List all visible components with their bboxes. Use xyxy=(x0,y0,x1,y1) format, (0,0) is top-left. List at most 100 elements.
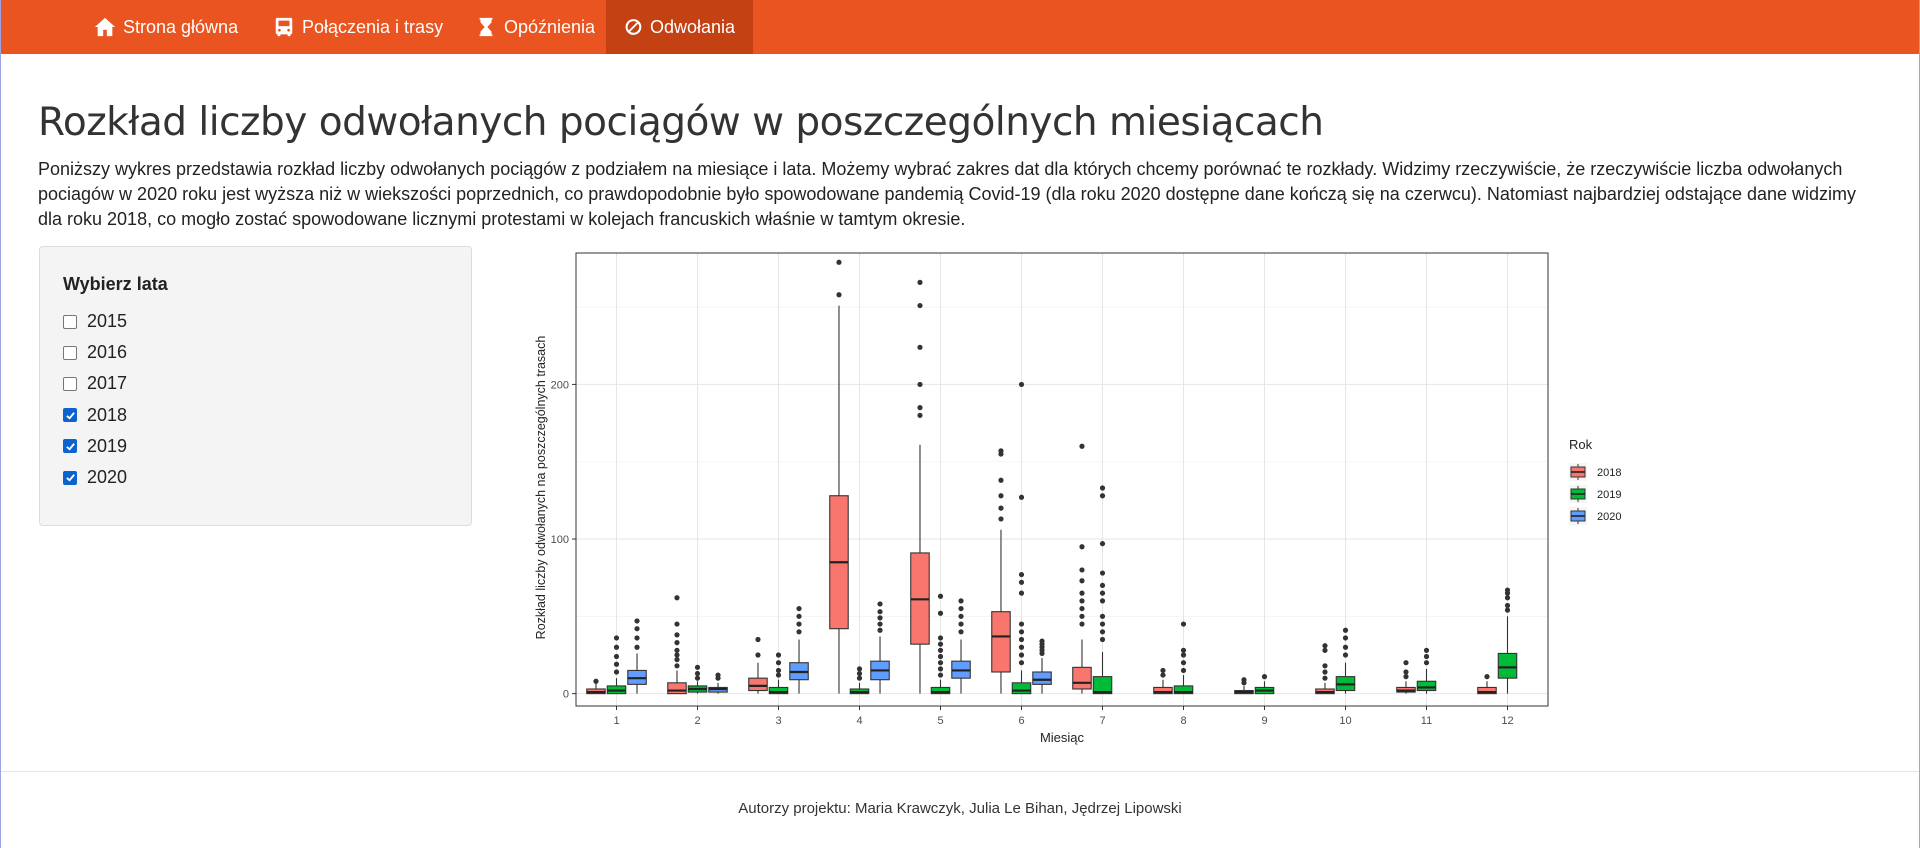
checkbox-checked[interactable] xyxy=(63,470,77,485)
outlier-point xyxy=(1099,598,1106,604)
outlier-point xyxy=(1079,544,1085,550)
legend-label: 2018 xyxy=(1597,467,1621,479)
x-tick-label: 10 xyxy=(1339,715,1351,727)
outlier-point xyxy=(877,609,883,615)
checkbox-unchecked[interactable] xyxy=(63,376,77,391)
outlier-point xyxy=(613,661,620,667)
nav-item-delays[interactable]: Opóźnienia xyxy=(457,0,613,54)
nav-item-connections[interactable]: Połączenia i trasy xyxy=(255,0,461,54)
box-body xyxy=(768,686,789,695)
outlier-point xyxy=(917,279,923,285)
outlier-point xyxy=(694,675,701,681)
box-body xyxy=(1173,685,1194,695)
outlier-point xyxy=(1322,669,1328,675)
outlier-point xyxy=(796,621,802,627)
outlier-point xyxy=(1423,653,1430,660)
box-2019-month-1 xyxy=(606,635,627,695)
year-checkbox-2020[interactable]: 2020 xyxy=(63,467,127,488)
outlier-point xyxy=(937,672,944,678)
box-2018-month-5 xyxy=(910,279,930,694)
outlier-point xyxy=(674,595,680,601)
box-body xyxy=(667,682,687,695)
y-tick-label: 0 xyxy=(563,689,569,701)
outlier-point xyxy=(998,477,1004,483)
nav-item-label: Strona główna xyxy=(123,16,239,37)
outlier-point xyxy=(958,621,964,627)
outlier-point xyxy=(1180,667,1187,674)
outlier-point xyxy=(674,657,680,663)
outlier-point xyxy=(1504,587,1511,593)
box-2018-month-1 xyxy=(586,678,606,695)
outlier-point xyxy=(917,302,923,309)
ban-icon xyxy=(625,19,642,35)
outlier-point xyxy=(917,405,923,411)
year-checkbox-2018[interactable]: 2018 xyxy=(63,405,127,426)
box-body xyxy=(991,611,1011,673)
outlier-point xyxy=(958,598,964,604)
outlier-point xyxy=(1403,669,1409,675)
year-filter-label: Wybierz lata xyxy=(63,274,168,294)
checkbox-checked[interactable] xyxy=(63,408,77,423)
checkmark-icon xyxy=(65,442,75,451)
nav-item-cancellations[interactable]: Odwołania xyxy=(606,0,753,54)
legend-item-2018: 2018 xyxy=(1569,463,1621,481)
year-checkbox-2017[interactable]: 2017 xyxy=(63,373,127,394)
outlier-point xyxy=(1018,590,1025,596)
outlier-point xyxy=(1079,590,1085,596)
year-checkbox-2016[interactable]: 2016 xyxy=(63,342,127,363)
outlier-point xyxy=(674,647,680,653)
outlier-point xyxy=(1423,647,1430,653)
outlier-point xyxy=(1099,570,1106,576)
hourglass-icon xyxy=(479,17,493,37)
box-2019-month-3 xyxy=(768,652,789,695)
outlier-point xyxy=(937,641,944,647)
outlier-point xyxy=(856,670,863,677)
outlier-point xyxy=(613,635,620,641)
nav-item-home[interactable]: Strona główna xyxy=(76,0,256,54)
legend-item-2019: 2019 xyxy=(1569,485,1621,503)
outlier-point xyxy=(1180,652,1187,658)
navbar: Strona główna Połączenia i trasy Opóźnie… xyxy=(1,0,1919,54)
checkbox-unchecked[interactable] xyxy=(63,345,77,360)
x-tick-label: 12 xyxy=(1501,715,1513,727)
outlier-point xyxy=(1180,647,1187,653)
outlier-point xyxy=(937,593,944,599)
outlier-point xyxy=(998,516,1004,522)
x-tick-label: 5 xyxy=(937,715,943,727)
footer-authors: Autorzy projektu: Maria Krawczyk, Julia … xyxy=(738,800,1182,817)
box-2018-month-3 xyxy=(748,636,768,694)
box-2020-month-2 xyxy=(708,672,728,694)
outlier-point xyxy=(715,672,721,678)
outlier-point xyxy=(1018,652,1025,658)
box-body xyxy=(1092,676,1113,695)
outlier-point xyxy=(1018,381,1025,388)
year-checkbox-2019[interactable]: 2019 xyxy=(63,436,127,457)
outlier-point xyxy=(775,667,782,674)
x-tick-label: 8 xyxy=(1180,715,1186,727)
box-body xyxy=(930,686,951,695)
box-2019-month-12 xyxy=(1497,587,1518,694)
outlier-point xyxy=(1018,579,1025,585)
box-2019-month-4 xyxy=(849,666,870,695)
box-body xyxy=(748,677,768,692)
outlier-point xyxy=(1322,647,1328,653)
year-checkbox-label: 2019 xyxy=(87,435,128,456)
outlier-point xyxy=(1099,636,1106,643)
x-tick-label: 11 xyxy=(1421,715,1432,727)
checkbox-checked[interactable] xyxy=(63,439,77,454)
y-tick-label: 200 xyxy=(551,379,569,391)
year-checkbox-2015[interactable]: 2015 xyxy=(63,311,127,332)
outlier-point xyxy=(634,635,640,641)
box-body xyxy=(1477,686,1497,695)
box-2020-month-3 xyxy=(789,605,809,694)
legend-label: 2020 xyxy=(1597,511,1621,523)
outlier-point xyxy=(1342,652,1349,658)
outlier-point xyxy=(998,505,1004,511)
plot-border xyxy=(575,252,1549,707)
outlier-point xyxy=(937,635,944,641)
checkbox-unchecked[interactable] xyxy=(63,314,77,329)
outlier-point xyxy=(877,627,883,633)
outlier-point xyxy=(1079,578,1085,584)
nav-item-label: Odwołania xyxy=(649,16,735,37)
outlier-point xyxy=(1018,494,1025,500)
